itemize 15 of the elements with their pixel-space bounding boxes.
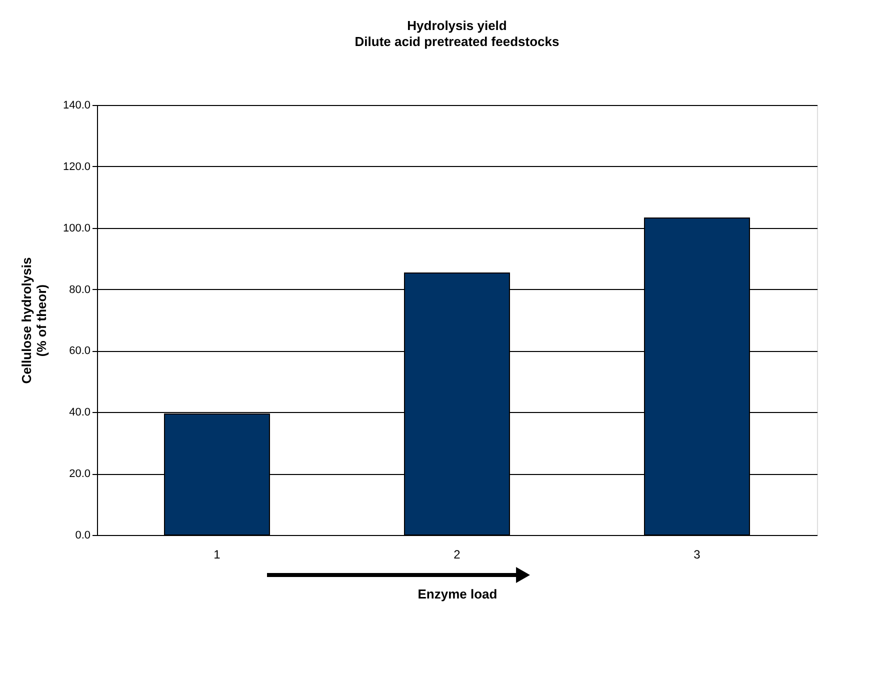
y-tick-label: 100.0 xyxy=(62,222,90,234)
x-axis-title: Enzyme load xyxy=(418,586,498,602)
y-tick-label: 120.0 xyxy=(62,160,90,173)
x-tick-label: 3 xyxy=(694,548,701,562)
y-tick-label: 80.0 xyxy=(69,284,90,296)
x-tick-label: 1 xyxy=(214,548,221,562)
y-tick-label: 0.0 xyxy=(75,530,90,542)
y-tick-label: 60.0 xyxy=(69,345,90,358)
chart-subtitle: Dilute acid pretreated feedstocks xyxy=(354,34,560,49)
y-tick-label: 140.0 xyxy=(62,100,90,112)
y-tick-label: 40.0 xyxy=(69,406,90,419)
chart-title: Hydrolysis yield xyxy=(407,18,507,33)
x-tick-label: 2 xyxy=(454,548,461,562)
y-tick-label: 20.0 xyxy=(69,468,90,480)
y-axis-title: Cellulose hydrolysis (% of theor) xyxy=(18,257,49,384)
